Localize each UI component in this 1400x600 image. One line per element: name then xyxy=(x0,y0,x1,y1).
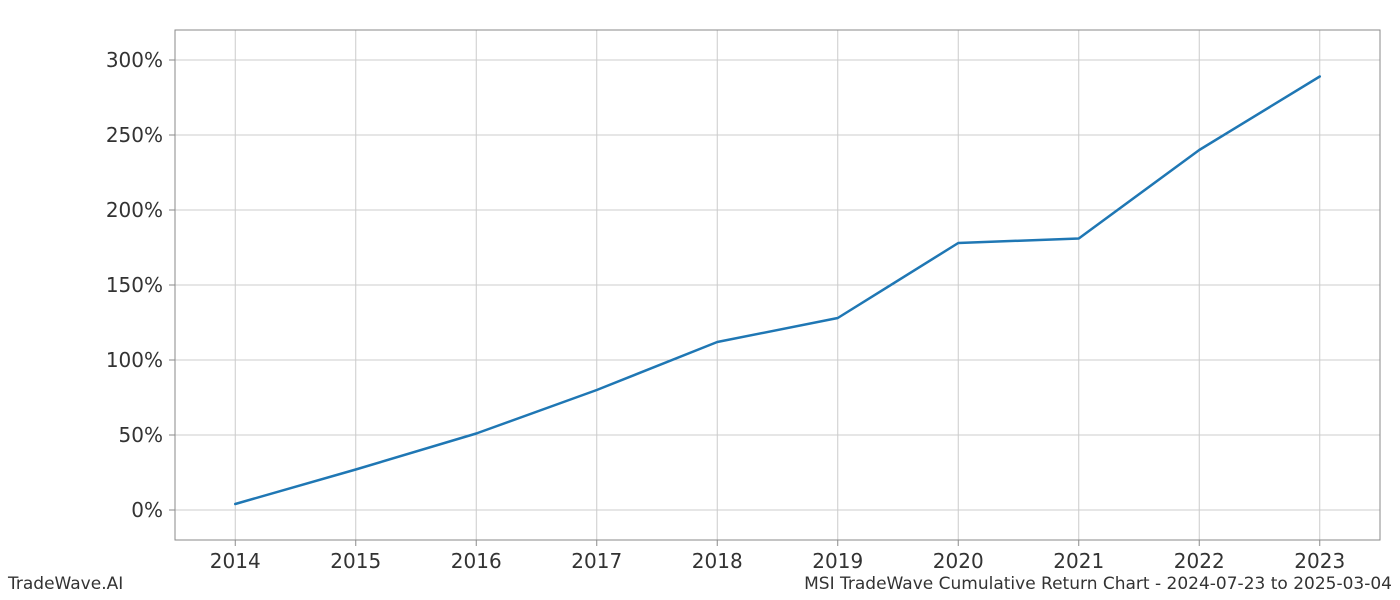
x-tick-label: 2017 xyxy=(571,549,622,573)
x-tick-label: 2016 xyxy=(451,549,502,573)
x-tick-label: 2020 xyxy=(933,549,984,573)
y-tick-label: 200% xyxy=(106,198,163,222)
y-tick-label: 300% xyxy=(106,48,163,72)
x-tick-label: 2014 xyxy=(210,549,261,573)
footer-right-text: MSI TradeWave Cumulative Return Chart - … xyxy=(804,574,1392,594)
x-tick-label: 2019 xyxy=(812,549,863,573)
x-tick-label: 2022 xyxy=(1174,549,1225,573)
footer-left-text: TradeWave.AI xyxy=(8,574,123,594)
y-tick-label: 150% xyxy=(106,273,163,297)
x-tick-label: 2021 xyxy=(1053,549,1104,573)
y-tick-label: 250% xyxy=(106,123,163,147)
chart-container: 2014 2015 2016 2017 2018 2019 2020 2021 2022 2023… xyxy=(0,0,1400,600)
y-tick-label: 0% xyxy=(131,498,163,522)
y-tick-label: 100% xyxy=(106,348,163,372)
x-tick-label: 2023 xyxy=(1294,549,1345,573)
x-tick-label: 2015 xyxy=(330,549,381,573)
x-tick-label: 2018 xyxy=(692,549,743,573)
y-tick-label: 50% xyxy=(119,423,163,447)
line-chart-svg: 2014 2015 2016 2017 2018 2019 2020 2021 2022 2023… xyxy=(0,0,1400,600)
